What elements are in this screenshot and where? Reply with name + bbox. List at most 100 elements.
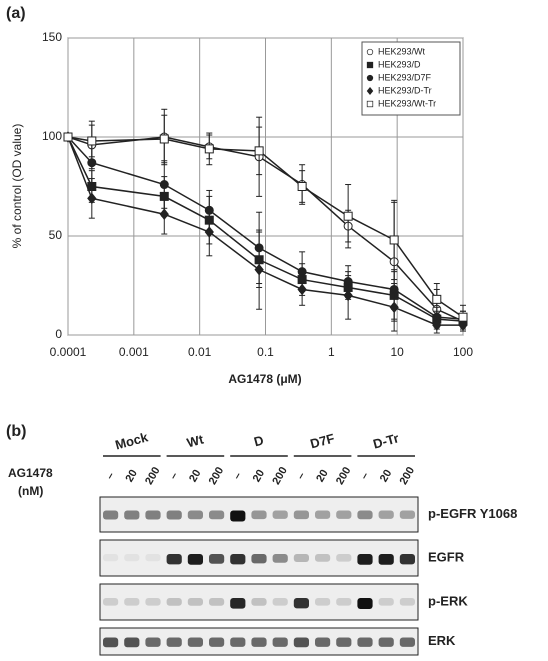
marker [298, 183, 306, 191]
blot-band [336, 511, 351, 519]
treatment-label: AG1478 [8, 466, 53, 480]
marker [459, 313, 467, 321]
blot-band [230, 554, 245, 564]
figure: (a) AG1478 (μM) % of control (OD value) … [0, 0, 548, 661]
blot-band [230, 638, 245, 647]
marker [433, 295, 441, 303]
blot-band [145, 598, 160, 606]
blot-band [230, 511, 245, 522]
blot-band [124, 638, 139, 648]
y-tick-label: 50 [49, 228, 63, 242]
blot-band [294, 554, 309, 562]
x-tick-label: 0.01 [188, 345, 212, 359]
blot-band [315, 598, 330, 606]
blot-band [336, 598, 351, 606]
blot-band [124, 511, 139, 520]
blot-band [209, 511, 224, 520]
legend-marker [367, 101, 373, 107]
x-tick-label: 0.0001 [50, 345, 87, 359]
blot-band [379, 638, 394, 647]
blot-band [336, 638, 351, 647]
blot-band [103, 598, 118, 606]
marker [88, 159, 96, 167]
blot-band [124, 554, 139, 561]
panel-label: (a) [6, 5, 26, 22]
marker [64, 133, 72, 141]
blot-band [357, 511, 372, 520]
blot-band [209, 638, 224, 647]
legend-label: HEK293/D [378, 59, 421, 69]
legend-label: HEK293/Wt [378, 46, 426, 56]
blot-band [167, 638, 182, 647]
legend-marker [367, 62, 373, 68]
blot-band [103, 638, 118, 648]
blot-band [103, 511, 118, 520]
row-label: ERK [428, 633, 456, 648]
blot-band [315, 638, 330, 647]
x-tick-label: 0.1 [257, 345, 274, 359]
legend-marker [367, 49, 373, 55]
blot-band [145, 511, 160, 520]
panel-label: (b) [6, 423, 26, 440]
x-tick-label: 10 [390, 345, 404, 359]
blot-band [188, 598, 203, 606]
blot-band [273, 598, 288, 606]
blot-band [167, 511, 182, 520]
y-tick-label: 100 [42, 129, 62, 143]
blot-band [145, 554, 160, 561]
legend-label: HEK293/Wt-Tr [378, 98, 436, 108]
marker [88, 137, 96, 145]
blot-band [230, 598, 245, 609]
marker [255, 147, 263, 155]
blot-band [167, 554, 182, 564]
blot-band [188, 511, 203, 520]
blot-band [400, 598, 415, 606]
x-tick-label: 0.001 [119, 345, 149, 359]
marker [390, 236, 398, 244]
marker [205, 145, 213, 153]
blot-band [251, 511, 266, 520]
marker [344, 212, 352, 220]
blot-band [336, 554, 351, 562]
blot-band [273, 638, 288, 647]
blot-band [103, 554, 118, 561]
blot-band [315, 511, 330, 519]
blot-band [251, 638, 266, 647]
y-tick-label: 0 [55, 327, 62, 341]
legend-marker [367, 75, 373, 81]
row-label: p-ERK [428, 593, 468, 608]
row-label: p-EGFR Y1068 [428, 506, 517, 521]
x-tick-label: 100 [453, 345, 473, 359]
blot-band [315, 554, 330, 562]
legend-label: HEK293/D7F [378, 72, 432, 82]
blot-band [357, 554, 372, 565]
blot-band [273, 554, 288, 563]
marker [160, 181, 168, 189]
blot-band [188, 638, 203, 647]
blot-band [251, 598, 266, 606]
y-tick-label: 150 [42, 30, 62, 44]
blot-band [379, 598, 394, 606]
blot-band [400, 638, 415, 647]
blot-band [209, 598, 224, 606]
blot-band [400, 554, 415, 564]
marker [160, 135, 168, 143]
x-tick-label: 1 [328, 345, 335, 359]
blot-band [145, 638, 160, 647]
blot-band [294, 598, 309, 608]
legend-label: HEK293/D-Tr [378, 85, 432, 95]
blot-band [379, 554, 394, 565]
blot-band [273, 511, 288, 519]
blot-band [400, 511, 415, 519]
row-label: EGFR [428, 549, 465, 564]
y-axis-label: % of control (OD value) [10, 124, 24, 249]
blot-band [379, 511, 394, 519]
blot-band [209, 554, 224, 564]
blot-band [188, 554, 203, 565]
blot-band [294, 511, 309, 520]
blot-band [294, 638, 309, 648]
blot-band [357, 598, 372, 609]
blot-band [167, 598, 182, 606]
treatment-unit: (nM) [18, 484, 43, 498]
x-axis-label: AG1478 (μM) [228, 372, 301, 386]
